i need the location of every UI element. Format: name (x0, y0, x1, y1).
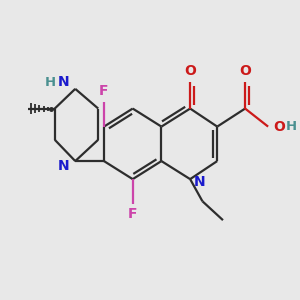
Text: H: H (286, 120, 297, 133)
Text: N: N (58, 159, 70, 173)
Text: N: N (194, 176, 206, 189)
Text: O: O (273, 120, 285, 134)
Text: H: H (45, 76, 56, 89)
Text: O: O (239, 64, 251, 78)
Text: O: O (184, 64, 196, 78)
Text: N: N (58, 75, 70, 89)
Text: F: F (99, 84, 109, 98)
Text: F: F (128, 207, 137, 221)
